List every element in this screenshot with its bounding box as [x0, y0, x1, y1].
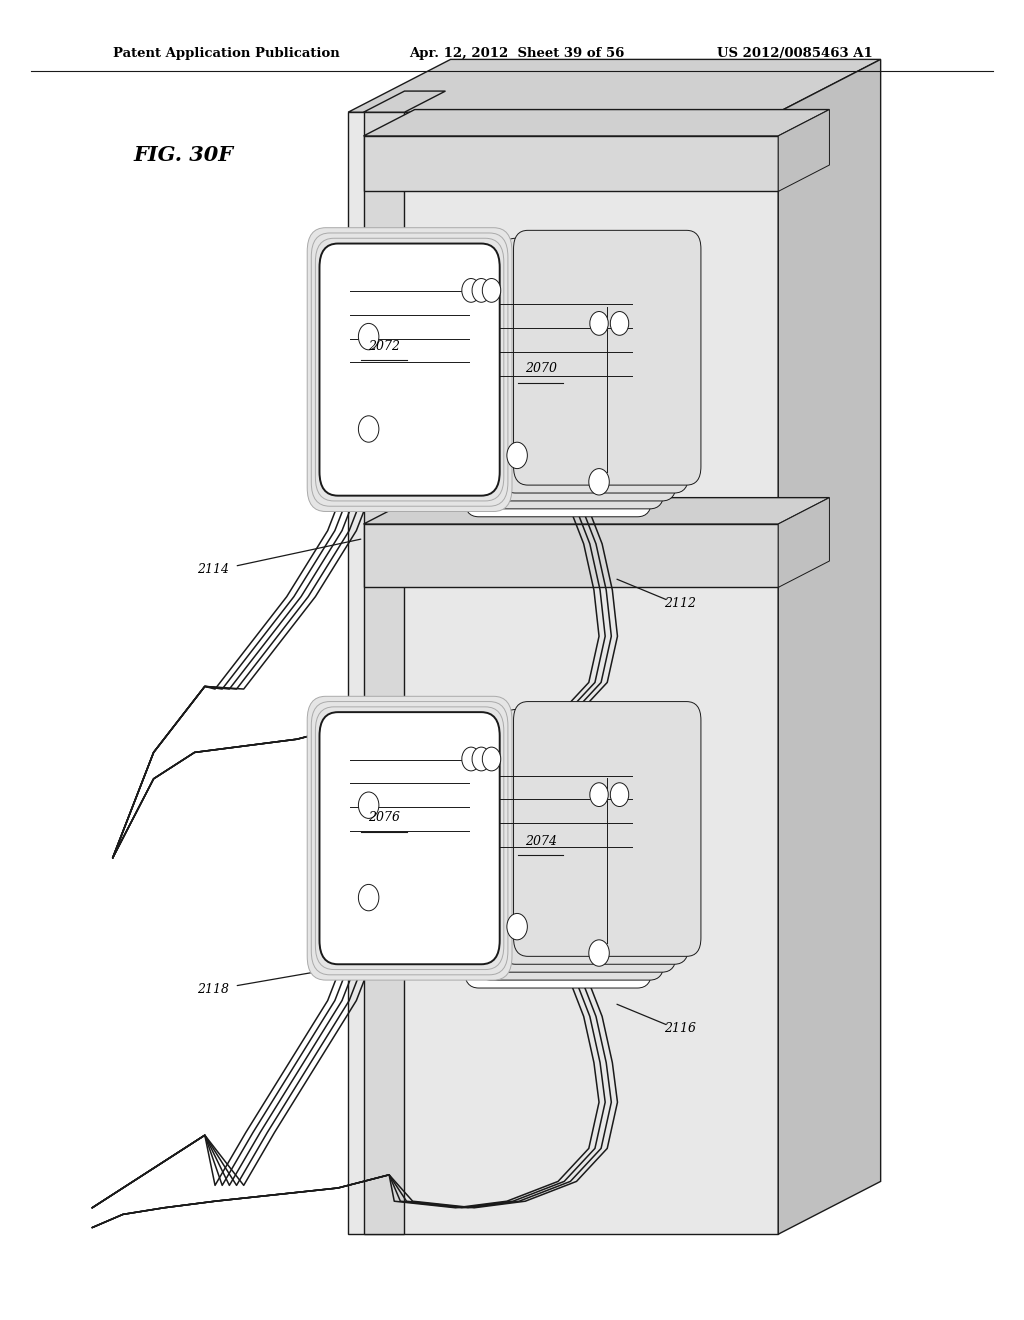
Circle shape [358, 416, 379, 442]
Text: 2072: 2072 [368, 339, 400, 352]
FancyBboxPatch shape [307, 227, 512, 512]
Circle shape [358, 323, 379, 350]
Polygon shape [348, 59, 881, 112]
Text: 2112: 2112 [664, 597, 695, 610]
Polygon shape [364, 498, 829, 524]
FancyBboxPatch shape [514, 231, 701, 486]
Circle shape [482, 279, 501, 302]
Text: 2116: 2116 [664, 1022, 695, 1035]
FancyBboxPatch shape [502, 710, 689, 964]
Circle shape [472, 747, 490, 771]
FancyBboxPatch shape [477, 255, 665, 510]
Circle shape [610, 312, 629, 335]
FancyBboxPatch shape [477, 726, 665, 979]
Circle shape [589, 940, 609, 966]
Text: Patent Application Publication: Patent Application Publication [113, 46, 339, 59]
Text: 2114: 2114 [198, 562, 229, 576]
Polygon shape [364, 524, 778, 587]
Text: 2076: 2076 [368, 810, 400, 824]
FancyBboxPatch shape [514, 702, 701, 956]
Circle shape [507, 913, 527, 940]
Text: Apr. 12, 2012  Sheet 39 of 56: Apr. 12, 2012 Sheet 39 of 56 [410, 46, 625, 59]
Polygon shape [778, 110, 829, 191]
Text: 2070: 2070 [524, 362, 557, 375]
FancyBboxPatch shape [489, 246, 677, 502]
Text: 2074: 2074 [524, 834, 557, 847]
Circle shape [462, 279, 480, 302]
Circle shape [482, 747, 501, 771]
Circle shape [610, 783, 629, 807]
FancyBboxPatch shape [319, 713, 500, 964]
Polygon shape [364, 91, 445, 112]
Polygon shape [364, 112, 404, 1234]
Polygon shape [348, 112, 778, 1234]
Circle shape [462, 747, 480, 771]
FancyBboxPatch shape [315, 239, 504, 502]
Circle shape [358, 792, 379, 818]
FancyBboxPatch shape [465, 734, 652, 987]
FancyBboxPatch shape [311, 234, 508, 507]
FancyBboxPatch shape [311, 702, 508, 974]
FancyBboxPatch shape [465, 263, 652, 517]
Circle shape [589, 469, 609, 495]
Polygon shape [778, 498, 829, 587]
Polygon shape [364, 110, 829, 136]
FancyBboxPatch shape [489, 718, 677, 972]
Circle shape [590, 312, 608, 335]
FancyBboxPatch shape [502, 239, 689, 494]
Text: 2118: 2118 [198, 982, 229, 995]
FancyBboxPatch shape [307, 697, 512, 979]
Polygon shape [778, 59, 881, 1234]
Circle shape [358, 884, 379, 911]
Circle shape [507, 442, 527, 469]
Circle shape [472, 279, 490, 302]
FancyBboxPatch shape [319, 244, 500, 496]
Text: FIG. 30F: FIG. 30F [133, 145, 233, 165]
Polygon shape [364, 136, 778, 191]
FancyBboxPatch shape [315, 708, 504, 969]
Text: US 2012/0085463 A1: US 2012/0085463 A1 [717, 46, 872, 59]
Circle shape [590, 783, 608, 807]
